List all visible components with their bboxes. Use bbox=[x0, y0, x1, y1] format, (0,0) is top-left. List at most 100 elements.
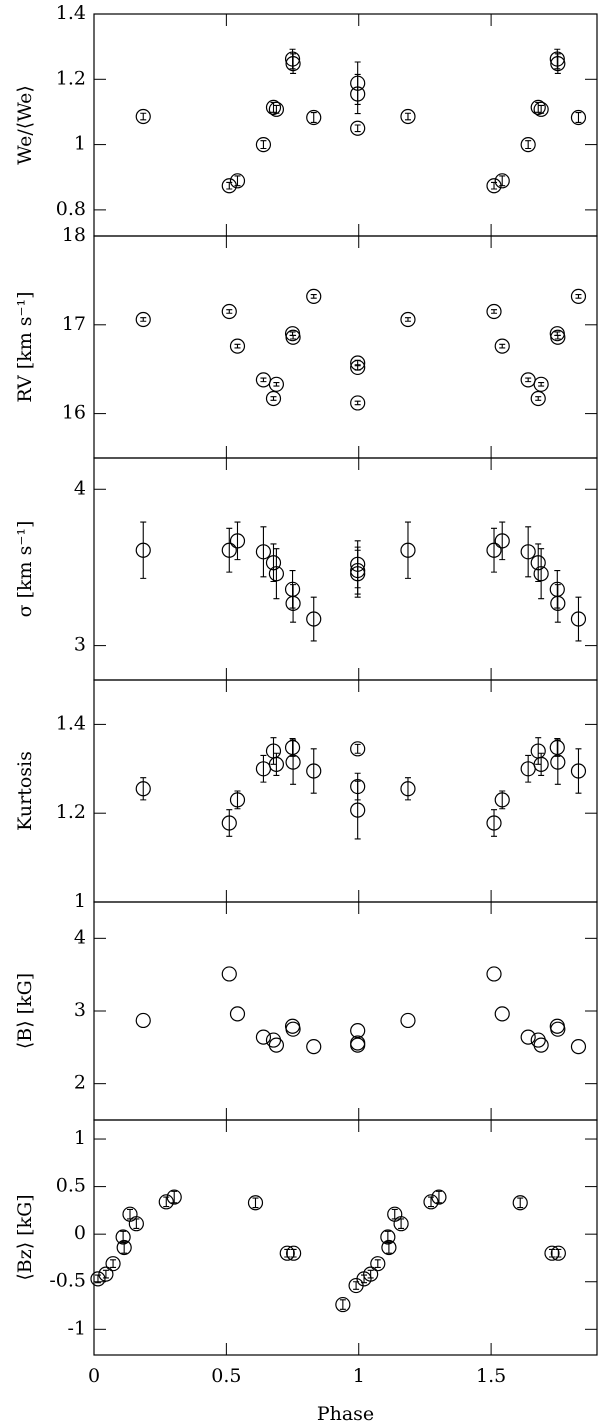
data-point bbox=[350, 395, 366, 411]
data-point bbox=[306, 1039, 322, 1055]
data-point bbox=[229, 1006, 246, 1022]
data-point bbox=[284, 1018, 301, 1034]
data-point bbox=[221, 542, 237, 558]
data-point bbox=[380, 1229, 396, 1245]
error-bar bbox=[525, 377, 532, 383]
data-point bbox=[494, 533, 510, 549]
data-point bbox=[486, 542, 502, 558]
error-bar bbox=[354, 549, 361, 598]
error-bar bbox=[252, 1197, 259, 1209]
y-tick-label: 1.2 bbox=[56, 801, 86, 823]
data-point bbox=[221, 303, 237, 320]
error-bar bbox=[374, 1259, 381, 1269]
data-point bbox=[268, 566, 285, 582]
error-bar bbox=[525, 754, 532, 783]
data-point bbox=[393, 1216, 409, 1232]
y-axis-label: ⟨Bz⟩ [kG] bbox=[14, 1194, 36, 1280]
data-point bbox=[229, 173, 246, 189]
error-bar bbox=[140, 112, 147, 121]
data-point bbox=[284, 51, 301, 67]
error-bar bbox=[354, 400, 361, 406]
data-point bbox=[350, 802, 366, 818]
data-point bbox=[486, 178, 502, 194]
error-bar bbox=[260, 377, 267, 383]
error-bar bbox=[575, 748, 582, 794]
data-point bbox=[530, 555, 546, 571]
y-tick-label: 1 bbox=[74, 890, 86, 912]
error-bar bbox=[226, 527, 233, 573]
error-bar bbox=[404, 317, 411, 322]
y-axis-label: We/⟨We⟩ bbox=[14, 85, 36, 165]
error-bar bbox=[354, 780, 361, 840]
data-point bbox=[229, 338, 246, 354]
data-point bbox=[570, 109, 587, 126]
data-point bbox=[284, 739, 301, 756]
error-bar bbox=[525, 526, 532, 578]
error-bar bbox=[310, 748, 317, 794]
error-bar bbox=[226, 809, 233, 837]
error-bar bbox=[354, 73, 361, 115]
y-tick-label: 18 bbox=[62, 224, 86, 246]
data-point bbox=[306, 611, 322, 627]
data-point bbox=[400, 781, 416, 797]
data-point bbox=[350, 75, 366, 91]
y-axis-label: ⟨B⟩ [kG] bbox=[14, 973, 36, 1049]
data-point bbox=[494, 1006, 510, 1022]
error-bar bbox=[234, 343, 241, 349]
error-bar bbox=[535, 396, 542, 401]
error-bar bbox=[535, 737, 542, 765]
data-point bbox=[494, 173, 510, 189]
error-bar bbox=[554, 739, 561, 785]
data-point bbox=[486, 815, 502, 831]
data-point bbox=[381, 1239, 397, 1256]
data-point bbox=[350, 120, 366, 136]
data-point bbox=[135, 781, 151, 797]
data-point bbox=[533, 101, 549, 117]
data-point bbox=[229, 792, 246, 808]
y-axis-label: RV [km s⁻¹] bbox=[14, 291, 36, 402]
data-point bbox=[221, 966, 237, 982]
data-point bbox=[370, 1256, 386, 1272]
error-bar bbox=[517, 1197, 524, 1209]
y-tick-label: 0.8 bbox=[56, 198, 86, 220]
data-point bbox=[533, 1037, 549, 1053]
y-tick-label: 4 bbox=[74, 926, 86, 948]
data-point bbox=[115, 1229, 131, 1245]
data-point bbox=[520, 1029, 536, 1045]
y-tick-label: 1.2 bbox=[56, 67, 86, 89]
error-bar bbox=[575, 112, 582, 123]
error-bar bbox=[354, 124, 361, 133]
y-tick-label: 0 bbox=[74, 1222, 86, 1244]
data-point bbox=[549, 51, 565, 67]
data-point bbox=[549, 739, 565, 756]
data-point bbox=[530, 390, 546, 407]
data-point bbox=[570, 1039, 587, 1055]
data-point bbox=[550, 595, 566, 611]
error-bar bbox=[310, 294, 317, 299]
y-tick-label: 0.5 bbox=[56, 1175, 86, 1197]
error-bar bbox=[435, 1190, 442, 1204]
data-point bbox=[350, 741, 366, 757]
error-bar bbox=[163, 1196, 170, 1208]
data-point bbox=[285, 595, 301, 611]
error-bar bbox=[102, 1269, 109, 1279]
data-point bbox=[285, 1021, 301, 1037]
error-bar bbox=[270, 543, 277, 583]
data-point bbox=[265, 99, 282, 115]
data-point bbox=[486, 966, 502, 982]
y-tick-label: -0.5 bbox=[49, 1270, 86, 1292]
data-point bbox=[533, 376, 549, 392]
error-bar bbox=[404, 777, 411, 801]
data-point bbox=[550, 329, 566, 345]
data-point bbox=[116, 1239, 132, 1256]
panel-frame bbox=[93, 901, 598, 1121]
data-point bbox=[350, 1037, 366, 1053]
error-bar bbox=[554, 334, 561, 340]
error-bar bbox=[226, 309, 233, 314]
data-point bbox=[285, 56, 301, 72]
error-bar bbox=[310, 596, 317, 642]
y-tick-label: 1.4 bbox=[56, 712, 86, 734]
error-bar bbox=[140, 317, 147, 322]
